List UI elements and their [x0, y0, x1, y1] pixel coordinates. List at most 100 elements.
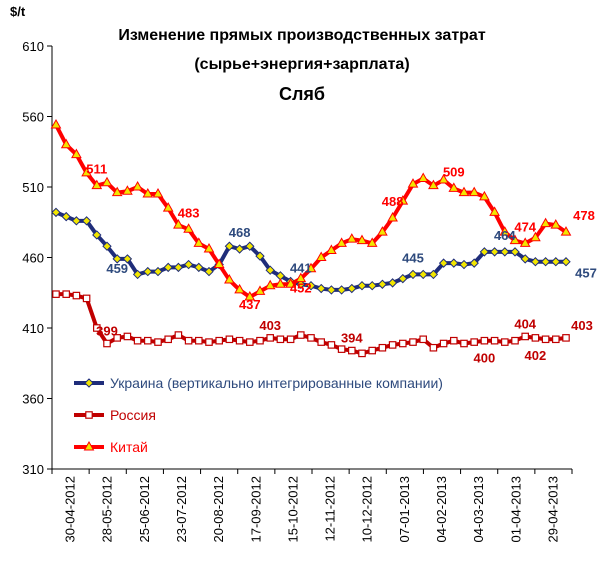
data-point [184, 336, 193, 345]
data-point [489, 247, 500, 257]
data-point [142, 188, 154, 198]
data-label: 441 [290, 260, 312, 275]
data-point [438, 258, 449, 268]
data-point [122, 185, 133, 195]
data-point [183, 259, 194, 270]
data-point [123, 332, 132, 341]
data-point [458, 186, 470, 197]
x-tick-label: 20-08-2012 [211, 476, 226, 543]
data-point [366, 237, 378, 247]
data-point [509, 234, 521, 245]
data-point [256, 336, 264, 345]
data-point [326, 244, 337, 254]
data-point [357, 280, 367, 291]
data-point [501, 338, 509, 346]
data-point [520, 254, 530, 264]
data-point [417, 172, 429, 183]
data-label: 445 [402, 250, 424, 265]
x-tick-label: 07-01-2013 [397, 476, 412, 543]
data-point [254, 285, 266, 295]
series-layer [50, 118, 572, 358]
data-point [368, 346, 377, 355]
x-tick-label: 28-05-2012 [100, 476, 115, 543]
data-point [469, 258, 479, 268]
data-point [327, 341, 336, 349]
data-point [550, 219, 562, 229]
data-point [315, 251, 327, 261]
data-point [387, 212, 398, 222]
data-point [164, 335, 173, 344]
data-point [347, 283, 357, 294]
data-point [317, 338, 326, 346]
data-point [265, 265, 275, 275]
data-point [540, 217, 551, 228]
data-point [490, 336, 499, 345]
data-label: 459 [106, 261, 128, 276]
series-1 [52, 290, 570, 358]
x-tick-label: 17-09-2012 [248, 476, 263, 543]
data-point [234, 244, 245, 254]
data-point [91, 179, 103, 190]
data-label: 402 [525, 348, 547, 363]
data-point [346, 233, 358, 243]
x-tick-label: 04-02-2013 [434, 476, 449, 543]
data-point [521, 332, 530, 341]
data-point [519, 237, 531, 247]
data-point [194, 262, 204, 273]
data-point [162, 202, 174, 212]
data-point [195, 336, 203, 345]
data-point [163, 262, 173, 273]
data-point [246, 338, 254, 346]
data-point [111, 186, 123, 197]
data-point [408, 269, 418, 280]
data-point [102, 241, 112, 251]
data-point [143, 266, 153, 277]
chart-title-line-3: Сляб [279, 84, 325, 104]
data-point [244, 290, 256, 301]
y-tick-label: 310 [22, 462, 44, 477]
data-point [154, 338, 162, 346]
data-point [510, 247, 520, 257]
x-tick-label: 29-04-2013 [545, 476, 560, 543]
data-point [397, 195, 409, 205]
data-label: 437 [239, 297, 261, 312]
data-point [429, 343, 438, 352]
data-point [305, 262, 317, 273]
data-point [418, 269, 428, 280]
data-label: 400 [474, 351, 496, 366]
data-point [449, 258, 459, 268]
data-point [224, 241, 235, 251]
data-point [235, 336, 244, 345]
data-point [530, 231, 541, 242]
data-point [112, 254, 122, 264]
data-point [388, 341, 397, 349]
data-label: 457 [575, 266, 597, 281]
data-point [367, 280, 377, 291]
data-labels: 459 468 441 445 464 457 399 403 394 400 404 402 403 5… [86, 162, 597, 366]
data-point [296, 279, 306, 289]
data-point [470, 338, 479, 346]
x-tick-label: 25-06-2012 [137, 476, 152, 543]
data-point [356, 234, 368, 245]
x-tick-label: 12-11-2012 [323, 476, 338, 542]
data-point [213, 258, 225, 269]
y-tick-label: 560 [22, 110, 44, 125]
data-label: 509 [443, 164, 465, 179]
data-point [562, 334, 570, 342]
data-point [561, 257, 571, 267]
data-point [205, 338, 213, 346]
data-point [234, 283, 245, 294]
data-point [72, 291, 81, 300]
data-label: 483 [178, 205, 200, 220]
data-label: 474 [514, 219, 536, 234]
data-label: 464 [494, 228, 516, 243]
data-point [378, 343, 387, 352]
data-point [82, 294, 91, 303]
series-line [55, 210, 566, 292]
data-point [60, 138, 72, 149]
data-point [409, 338, 417, 346]
data-point [225, 335, 234, 344]
data-point [153, 266, 163, 277]
data-point [255, 251, 265, 261]
